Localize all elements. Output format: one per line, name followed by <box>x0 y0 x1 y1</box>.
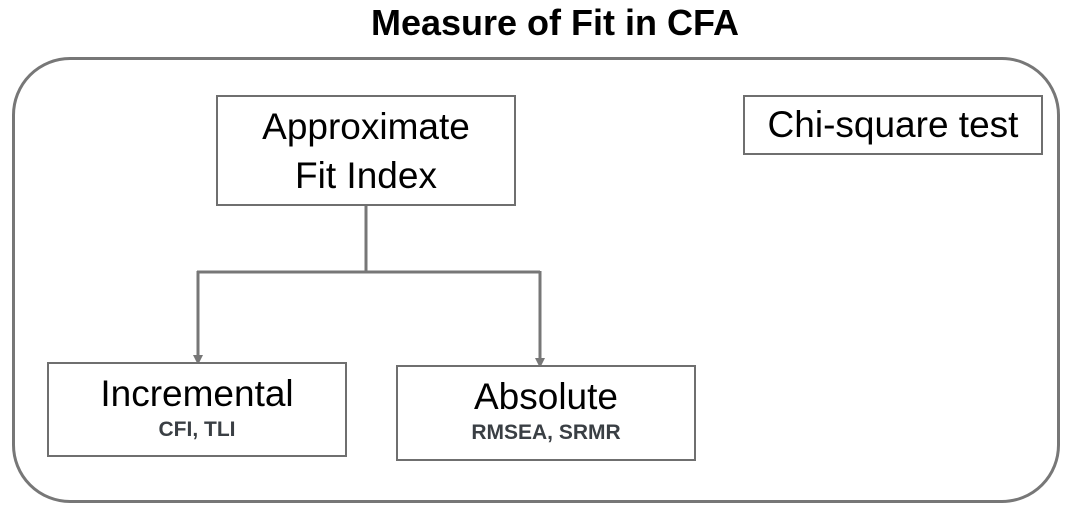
node-chi-square-label: Chi-square test <box>767 104 1019 145</box>
node-incremental-label: Incremental <box>100 373 294 414</box>
node-incremental-indices: CFI, TLI <box>158 418 236 441</box>
outer-rounded-frame <box>12 57 1060 503</box>
diagram-title: Measure of Fit in CFA <box>370 2 740 43</box>
node-approximate-line2: Fit Index <box>295 155 437 196</box>
node-absolute-indices: RMSEA, SRMR <box>471 421 621 444</box>
node-approximate-line1: Approximate <box>262 106 470 147</box>
node-incremental: Incremental CFI, TLI <box>47 362 347 457</box>
node-absolute: Absolute RMSEA, SRMR <box>396 365 696 461</box>
node-absolute-label: Absolute <box>474 376 618 417</box>
node-chi-square-test: Chi-square test <box>743 95 1043 155</box>
node-approximate-fit-index: Approximate Fit Index <box>216 95 516 206</box>
